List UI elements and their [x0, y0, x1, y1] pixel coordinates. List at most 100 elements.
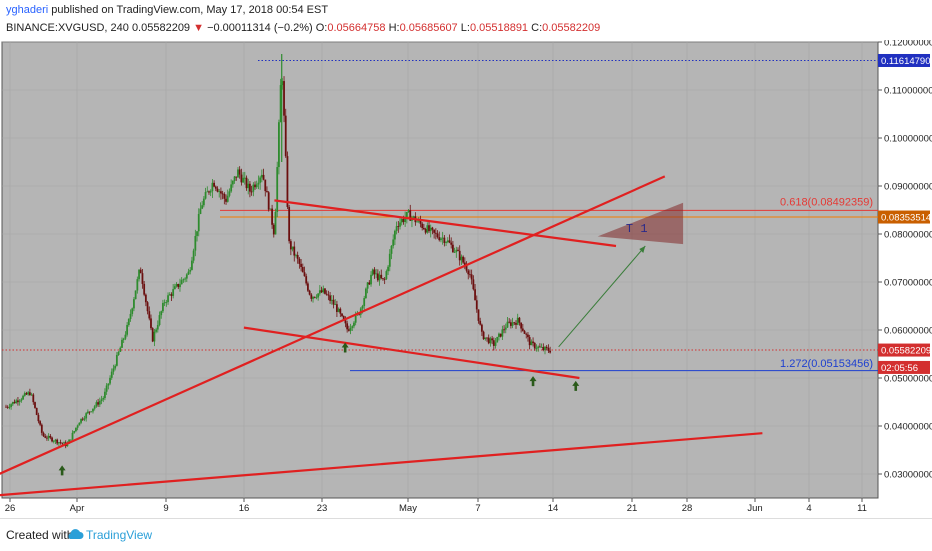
candle-body: [90, 411, 93, 413]
candle-body: [407, 210, 410, 213]
candle-body: [494, 342, 497, 346]
price-label: 0.08353514: [881, 213, 931, 224]
tradingview-brand[interactable]: TradingView: [86, 528, 153, 542]
candle-body: [412, 216, 415, 218]
candle-body: [385, 271, 388, 280]
candle-body: [451, 244, 454, 253]
candle-body: [422, 227, 425, 230]
candle-body: [63, 442, 65, 444]
x-axis[interactable]: 26 Apr 9 16 23 May 7 14 21 28 Jun 4 11: [5, 498, 867, 514]
candle-body: [366, 282, 369, 289]
candle-body: [146, 302, 149, 312]
candle-body: [271, 208, 273, 225]
x-tick-label: 23: [317, 503, 328, 514]
candle-body: [51, 437, 53, 442]
candle-body: [482, 331, 485, 340]
candle-body: [511, 322, 514, 326]
candle-body: [208, 191, 210, 193]
x-tick-label: 7: [475, 503, 480, 514]
candle-body: [547, 348, 550, 351]
candle-body: [56, 439, 59, 444]
tradingview-cloud-icon: [68, 529, 84, 539]
candle-body: [295, 254, 297, 256]
y-tick-label: 0.10000000: [884, 134, 932, 145]
candle-body: [158, 315, 161, 325]
candle-body: [376, 273, 379, 281]
candle-body: [365, 288, 367, 299]
candle-body: [112, 368, 115, 372]
candle-body: [170, 294, 173, 296]
candle-body: [394, 230, 396, 240]
candle-body: [25, 393, 28, 395]
candle-body: [257, 182, 260, 185]
open-value: 0.05664758: [327, 22, 386, 34]
author-link[interactable]: yghaderi: [6, 4, 49, 16]
candle-body: [399, 222, 401, 227]
candle-body: [124, 334, 127, 339]
candle-body: [138, 269, 140, 280]
y-tick-label: 0.07000000: [884, 278, 932, 289]
candle-body: [450, 242, 453, 245]
candle-body: [421, 223, 424, 228]
candle-body: [441, 237, 444, 239]
y-axis[interactable]: 0.12000000 0.11000000 0.10000000 0.09000000…: [878, 38, 932, 481]
candle-body: [194, 235, 197, 251]
candle-body: [416, 221, 418, 223]
y-tick-label: 0.04000000: [884, 422, 932, 433]
candle-body: [107, 383, 110, 386]
plot-area[interactable]: [1, 41, 879, 499]
candle-body: [278, 122, 280, 168]
candle-body: [260, 174, 263, 178]
candle-body: [141, 273, 144, 284]
low-value: 0.05518891: [469, 22, 529, 34]
candle-body: [105, 385, 108, 392]
candle-body: [57, 442, 60, 444]
chart-header: yghaderi published on TradingView.com, M…: [0, 0, 932, 40]
candle-body: [233, 176, 236, 181]
candle-body: [54, 439, 57, 442]
candle-body: [114, 365, 117, 369]
candle-body: [486, 337, 488, 339]
candle-body: [184, 278, 186, 280]
candle-body: [296, 254, 299, 259]
candle-body: [242, 177, 244, 183]
candle-body: [387, 266, 389, 272]
candle-body: [307, 283, 309, 291]
candle-body: [288, 206, 291, 242]
candle-body: [453, 252, 456, 253]
candle-body: [349, 327, 352, 331]
candle-body: [66, 443, 69, 447]
candle-body: [324, 288, 326, 294]
up-arrow-icon: [58, 465, 66, 476]
candle-body: [545, 346, 548, 349]
candle-body: [521, 328, 524, 331]
candle-body: [404, 217, 407, 223]
candle-body: [395, 226, 398, 231]
candle-body: [156, 324, 159, 330]
price-label: 02:05:56: [881, 363, 918, 374]
candle-body: [284, 115, 287, 157]
symbol-label[interactable]: BINANCE:XVGUSD, 240: [6, 22, 129, 34]
candle-body: [409, 210, 412, 221]
candle-body: [133, 299, 135, 309]
candle-body: [240, 174, 243, 183]
candle-body: [508, 321, 511, 323]
candle-body: [78, 422, 81, 426]
candle-body: [537, 346, 540, 349]
candle-body: [339, 308, 342, 314]
low-label: L:: [460, 22, 470, 34]
candle-body: [392, 239, 395, 246]
candle-body: [15, 400, 18, 404]
x-tick-label: 26: [5, 503, 16, 514]
candle-body: [308, 290, 311, 295]
x-tick-label: 21: [627, 503, 638, 514]
price-chart[interactable]: 0.618(0.08492359) 1.272(0.05153456) T 1 0.…: [0, 0, 932, 518]
candle-body: [254, 184, 256, 188]
candle-body: [351, 326, 354, 328]
trendlines: [0, 175, 763, 497]
candle-body: [503, 329, 505, 331]
candle-body: [438, 237, 441, 241]
target-zone: [558, 202, 684, 348]
candle-body: [30, 394, 33, 396]
candle-body: [325, 293, 328, 295]
